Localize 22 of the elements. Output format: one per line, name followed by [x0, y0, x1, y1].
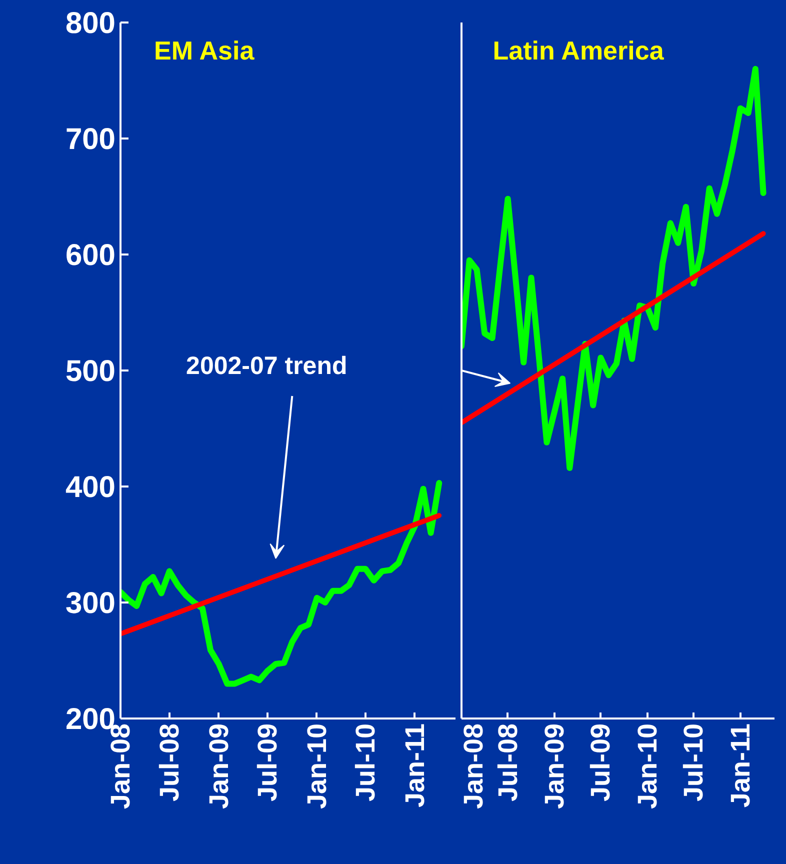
y-tick-label: 800: [65, 7, 116, 40]
x-tick-label: Jul-08: [154, 723, 184, 802]
y-tick-label: 600: [65, 239, 116, 272]
x-tick-label: Jul-10: [678, 723, 709, 802]
x-tick-label: Jul-09: [586, 723, 616, 802]
x-tick-label: Jan-09: [540, 723, 570, 810]
text: EM Asia: [154, 35, 255, 66]
text: Latin America: [492, 35, 664, 66]
x-tick-label: Jan-09: [204, 723, 234, 810]
y-tick-label: 500: [65, 355, 116, 388]
x-tick-label: Jan-10: [632, 723, 663, 810]
y-tick-label: 400: [65, 471, 116, 504]
annotation: 2002-07 trend: [186, 352, 348, 380]
x-tick-label: Jan-11: [725, 723, 756, 808]
x-tick-label: Jul-08: [492, 723, 523, 802]
y-tick-label: 300: [65, 587, 116, 620]
x-tick-label: Jul-09: [252, 723, 282, 802]
y-tick-label: 700: [65, 123, 116, 156]
x-tick-label: Jan-10: [302, 723, 332, 810]
x-tick-label: Jan-11: [400, 723, 430, 808]
x-tick-label: Jul-10: [350, 723, 381, 802]
x-tick-label: Jan-08: [458, 723, 488, 810]
